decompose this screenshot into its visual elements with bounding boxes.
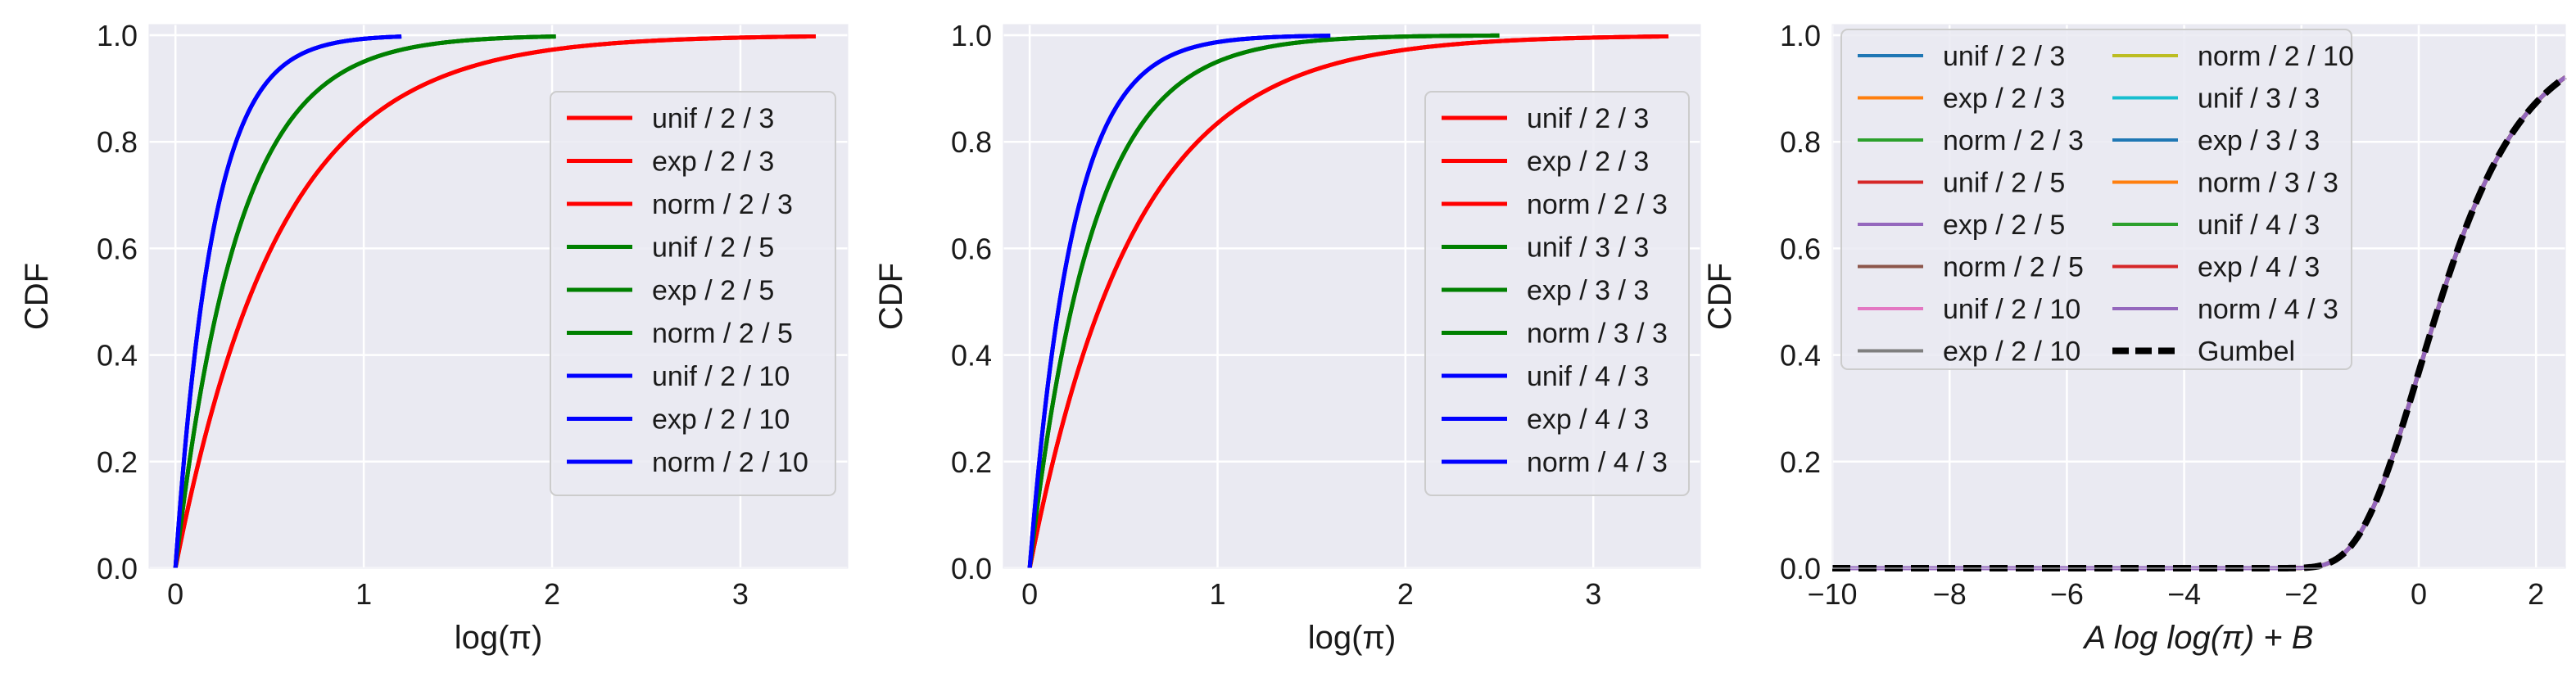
legend-label: norm / 3 / 3 — [2198, 168, 2338, 199]
legend-box — [550, 91, 836, 496]
plot-frame — [148, 24, 849, 569]
chart-panel-1: 0 1 2 3 0.0 0.2 0.4 0.6 0.8 1.0 log(π) CDF unif / 2 … — [19, 19, 849, 656]
legend-label: exp / 3 / 3 — [1527, 275, 1649, 306]
y-tick-label: 0.2 — [97, 445, 138, 479]
y-tick-label: 0.8 — [951, 125, 992, 159]
legend-label: exp / 2 / 10 — [652, 404, 790, 436]
legend-label: unif / 4 / 3 — [1527, 361, 1649, 392]
x-axis-label: log(π) — [1308, 620, 1397, 656]
x-tick-label: −4 — [2167, 577, 2201, 611]
legend-box — [1424, 91, 1690, 496]
legend-label: unif / 2 / 10 — [1943, 294, 2080, 325]
series-line — [173, 34, 557, 569]
y-tick-label: 0.2 — [951, 445, 992, 479]
x-tick-label: 1 — [1209, 577, 1225, 611]
legend-label: exp / 2 / 5 — [652, 275, 774, 306]
legend: unif / 2 / 3 exp / 2 / 3 norm / 2 / 3 unif … — [1840, 29, 2354, 370]
legend-label: unif / 3 / 3 — [1527, 233, 1649, 264]
x-axis-label: log(π) — [455, 620, 543, 656]
legend-label: unif / 2 / 3 — [1527, 103, 1649, 134]
chart-panel-3: −10 −8 −6 −4 −2 0 2 0.0 0.2 0.4 0.6 0.8 1.0 A log log… — [1702, 19, 2568, 656]
legend-label: unif / 4 / 3 — [2198, 210, 2320, 241]
legend-label: norm / 4 / 3 — [2198, 294, 2338, 325]
x-tick-label: −6 — [2050, 577, 2084, 611]
legend-label: norm / 2 / 3 — [1527, 189, 1668, 220]
y-tick-label: 0.2 — [1780, 445, 1821, 479]
legend-label: Gumbel — [2198, 336, 2295, 368]
legend-box — [1840, 29, 2352, 370]
y-axis-label: CDF — [1702, 263, 1738, 330]
series-line — [1027, 33, 1500, 569]
x-tick-label: 2 — [544, 577, 560, 611]
legend-label: norm / 2 / 10 — [652, 447, 808, 478]
legend-label: unif / 2 / 5 — [652, 233, 774, 264]
y-axis-label: CDF — [873, 263, 909, 330]
x-tick-label: −10 — [1807, 577, 1857, 611]
y-tick-label: 0.0 — [1780, 552, 1821, 585]
x-tick-label: −8 — [1933, 577, 1967, 611]
legend-label: norm / 2 / 5 — [652, 318, 793, 350]
y-tick-label: 0.4 — [951, 339, 992, 373]
series-line — [173, 34, 403, 569]
y-tick-label: 0.6 — [1780, 232, 1821, 265]
chart-panel-2: 0 1 2 3 0.0 0.2 0.4 0.6 0.8 1.0 log(π) CDF unif / 2 … — [873, 19, 1701, 656]
y-tick-label: 1.0 — [951, 19, 992, 52]
x-tick-label: 1 — [355, 577, 372, 611]
legend-label: unif / 2 / 10 — [652, 361, 790, 392]
legend-label: unif / 2 / 3 — [652, 103, 774, 134]
legend-label: exp / 4 / 3 — [2198, 252, 2320, 283]
legend-label: unif / 2 / 5 — [1943, 168, 2065, 199]
legend-label: exp / 3 / 3 — [2198, 125, 2320, 156]
plot-frame — [1831, 24, 2566, 569]
legend: unif / 2 / 3 exp / 2 / 3 norm / 2 / 3 unif … — [1424, 91, 1690, 496]
x-tick-label: 3 — [1585, 577, 1601, 611]
x-tick-label: −2 — [2284, 577, 2318, 611]
y-tick-label: 0.8 — [97, 125, 138, 159]
x-tick-label: 0 — [167, 577, 183, 611]
legend-label: exp / 2 / 3 — [652, 147, 774, 178]
y-tick-label: 0.0 — [97, 552, 138, 585]
legend-label: norm / 2 / 5 — [1943, 252, 2084, 283]
y-tick-label: 0.4 — [97, 339, 138, 373]
x-tick-label: 3 — [732, 577, 749, 611]
legend-label: norm / 2 / 3 — [1943, 125, 2084, 156]
legend: unif / 2 / 3 exp / 2 / 3 norm / 2 / 3 unif … — [550, 91, 836, 496]
y-tick-label: 0.0 — [951, 552, 992, 585]
x-axis-label: A log log(π) + B — [2083, 620, 2314, 656]
x-tick-label: 0 — [2411, 577, 2427, 611]
plot-frame — [1003, 24, 1701, 569]
legend-label: exp / 2 / 10 — [1943, 336, 2080, 368]
y-axis-label: CDF — [19, 263, 55, 330]
legend-label: exp / 2 / 5 — [1943, 210, 2065, 241]
legend-label: norm / 2 / 3 — [652, 189, 793, 220]
y-tick-label: 0.6 — [97, 232, 138, 265]
y-tick-label: 1.0 — [97, 19, 138, 52]
legend-label: norm / 3 / 3 — [1527, 318, 1668, 350]
y-tick-label: 0.8 — [1780, 125, 1821, 159]
y-tick-label: 0.6 — [951, 232, 992, 265]
series-line — [173, 34, 816, 569]
legend-label: exp / 2 / 3 — [1527, 147, 1649, 178]
legend-label: exp / 4 / 3 — [1527, 404, 1649, 436]
legend-label: exp / 2 / 3 — [1943, 84, 2065, 115]
legend-label: norm / 2 / 10 — [2198, 41, 2354, 72]
legend-label: unif / 3 / 3 — [2198, 84, 2320, 115]
x-tick-label: 0 — [1021, 577, 1038, 611]
series-line — [1027, 34, 1669, 569]
y-tick-label: 1.0 — [1780, 19, 1821, 52]
x-tick-label: 2 — [2528, 577, 2544, 611]
y-tick-label: 0.4 — [1780, 339, 1821, 373]
series-line — [1027, 34, 1332, 569]
legend-label: unif / 2 / 3 — [1943, 41, 2065, 72]
x-tick-label: 2 — [1397, 577, 1414, 611]
legend-label: norm / 4 / 3 — [1527, 447, 1668, 478]
